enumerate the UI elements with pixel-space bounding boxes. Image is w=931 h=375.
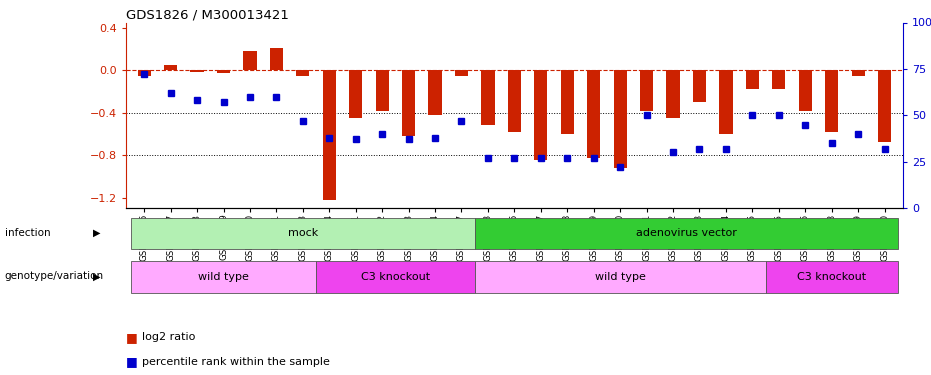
Text: genotype/variation: genotype/variation [5,272,103,281]
Text: ▶: ▶ [93,228,101,238]
Bar [270,48,283,70]
Bar [765,261,897,292]
Bar [402,70,415,136]
Bar [825,70,838,132]
Text: wild type: wild type [595,272,645,282]
Bar [475,217,897,249]
Bar [323,70,336,200]
Bar [375,70,389,111]
Bar [131,261,316,292]
Bar [296,70,309,75]
Bar [772,70,786,89]
Bar [534,70,547,160]
Bar [217,70,230,74]
Text: C3 knockout: C3 knockout [361,272,430,282]
Bar [720,70,733,134]
Text: wild type: wild type [198,272,249,282]
Text: adenovirus vector: adenovirus vector [636,228,736,238]
Bar [131,217,475,249]
Text: ▶: ▶ [93,272,101,281]
Bar [746,70,759,89]
Bar [587,70,600,158]
Bar [428,70,441,115]
Text: GDS1826 / M300013421: GDS1826 / M300013421 [126,8,289,21]
Bar [455,70,468,75]
Text: ■: ■ [126,331,138,344]
Text: log2 ratio: log2 ratio [142,333,196,342]
Bar [164,65,177,70]
Text: percentile rank within the sample: percentile rank within the sample [142,357,331,367]
Bar [481,70,494,125]
Bar [475,261,765,292]
Text: ■: ■ [126,356,138,368]
Bar [614,70,627,168]
Text: infection: infection [5,228,50,238]
Bar [693,70,706,102]
Bar [852,70,865,75]
Bar [667,70,680,118]
Bar [507,70,521,132]
Bar [349,70,362,118]
Bar [799,70,812,111]
Bar [243,51,257,70]
Bar [138,70,151,75]
Bar [878,70,891,142]
Bar [640,70,654,111]
Bar [560,70,573,134]
Bar [191,70,204,72]
Bar [316,261,475,292]
Text: mock: mock [288,228,318,238]
Text: C3 knockout: C3 knockout [797,272,866,282]
